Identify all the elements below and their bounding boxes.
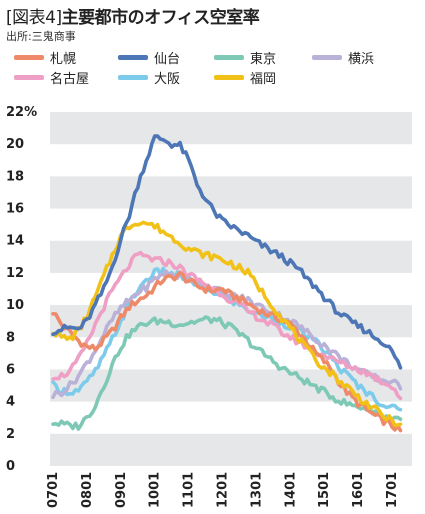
- legend-label: 名古屋: [50, 71, 90, 87]
- legend-label: 東京: [250, 51, 277, 67]
- legend-swatch: [118, 54, 148, 60]
- x-tick-label: 0701: [46, 472, 61, 508]
- series-line: [51, 250, 403, 401]
- legend-label: 札幌: [50, 51, 77, 67]
- legend-label: 仙台: [154, 51, 181, 67]
- x-tick-label: 1601: [351, 472, 366, 508]
- legend-item: 東京: [214, 48, 277, 67]
- y-tick-label: 0: [6, 459, 15, 474]
- x-tick-label: 1701: [385, 472, 400, 508]
- legend-item: 横浜: [312, 48, 375, 67]
- y-tick-label: 16: [6, 202, 24, 217]
- y-tick-label: 4: [6, 395, 15, 410]
- x-tick-label: 1101: [182, 472, 197, 508]
- grid-band: [50, 433, 412, 466]
- legend-label: 大阪: [154, 71, 181, 87]
- x-tick-label: 1401: [283, 472, 298, 508]
- series-line: [51, 269, 403, 400]
- title-main: 主要都市のオフィス空室率: [61, 8, 260, 28]
- y-tick-label: 12: [6, 266, 24, 281]
- x-tick-label: 1301: [249, 472, 264, 508]
- legend-item: 札幌: [14, 48, 77, 67]
- source-note: 出所:三鬼商事: [6, 30, 76, 43]
- legend-label: 横浜: [348, 51, 375, 67]
- y-tick-label: 14: [6, 234, 24, 249]
- y-tick-label: 18: [6, 169, 24, 184]
- title-prefix: [図表4]: [6, 8, 62, 28]
- series-line: [51, 134, 403, 370]
- y-tick-label: 22%: [6, 105, 37, 120]
- legend-item: 仙台: [118, 48, 181, 67]
- legend-item: 福岡: [214, 68, 277, 87]
- y-tick-label: 8: [6, 330, 15, 345]
- grid-band: [50, 176, 412, 209]
- legend-item: 大阪: [118, 68, 181, 87]
- series-line: [51, 315, 403, 431]
- grid-band: [50, 112, 412, 145]
- y-tick-label: 2: [6, 427, 15, 442]
- x-tick-label: 1201: [216, 472, 231, 508]
- x-tick-label: 0801: [80, 472, 95, 508]
- legend-swatch: [312, 54, 342, 60]
- chart-title: [図表4]主要都市のオフィス空室率: [6, 3, 260, 28]
- legend-item: 名古屋: [14, 68, 90, 87]
- legend-swatch: [214, 74, 244, 80]
- x-tick-label: 0901: [114, 472, 129, 508]
- legend-swatch: [14, 74, 44, 80]
- legend-label: 福岡: [250, 71, 277, 87]
- y-tick-label: 6: [6, 362, 15, 377]
- legend-swatch: [214, 54, 244, 60]
- legend-swatch: [14, 54, 44, 60]
- y-tick-label: 10: [6, 298, 24, 313]
- y-tick-label: 20: [6, 137, 24, 152]
- series-line: [51, 220, 403, 428]
- x-tick-label: 1501: [317, 472, 332, 508]
- x-tick-label: 1001: [148, 472, 163, 508]
- legend-swatch: [118, 74, 148, 80]
